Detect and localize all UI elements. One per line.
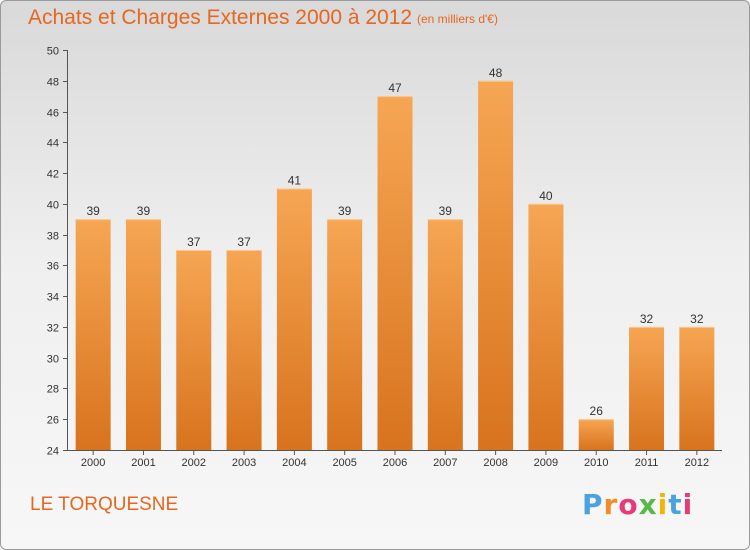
x-tick-label: 2009 (534, 457, 558, 469)
bar (377, 96, 413, 451)
x-tick-label: 2011 (635, 457, 659, 469)
data-label: 39 (338, 204, 352, 218)
chart-subtitle: (en milliers d'€) (417, 12, 498, 26)
x-tick-label: 2004 (282, 457, 306, 469)
bar (75, 219, 111, 450)
bars (75, 80, 715, 451)
data-label: 39 (439, 204, 453, 218)
data-labels: 39 39 37 37 41 39 47 39 48 40 26 32 32 (86, 66, 703, 418)
bar (327, 219, 363, 450)
y-tick-label: 32 (47, 323, 59, 335)
y-tick-label: 26 (47, 415, 59, 427)
data-label: 39 (86, 204, 100, 218)
bar (427, 219, 463, 450)
logo-letter: r (603, 488, 619, 521)
logo-letter: P (582, 488, 604, 521)
bar (629, 326, 665, 450)
data-label: 41 (288, 173, 302, 187)
bar (528, 203, 564, 450)
logo-letter: i (657, 488, 669, 521)
x-tick-label: 2007 (433, 457, 457, 469)
x-tick-label: 2001 (131, 457, 155, 469)
bar (276, 188, 312, 450)
logo-letter: o (618, 488, 639, 521)
data-label: 26 (590, 404, 604, 418)
logo-letter: t (668, 488, 683, 521)
y-tick-label: 34 (47, 292, 59, 304)
bar (478, 80, 514, 451)
data-label: 47 (388, 81, 402, 95)
bar (226, 250, 262, 450)
data-label: 32 (690, 312, 704, 326)
data-label: 32 (640, 312, 654, 326)
x-tick-label: 2005 (332, 457, 356, 469)
y-tick-label: 46 (47, 108, 59, 120)
y-tick-label: 28 (47, 384, 59, 396)
x-tick-label: 2008 (483, 457, 507, 469)
bar (125, 219, 161, 450)
y-tick-label: 44 (47, 138, 59, 150)
data-label: 37 (187, 235, 201, 249)
logo-letter: x (638, 488, 658, 521)
chart-title: Achats et Charges Externes 2000 à 2012 (28, 6, 413, 29)
x-tick-label: 2010 (584, 457, 608, 469)
data-label: 39 (137, 204, 151, 218)
y-axis: 24 26 28 30 32 34 36 38 40 42 44 46 48 50 (47, 46, 68, 458)
place-name: LE TORQUESNE (30, 494, 179, 515)
data-label: 40 (539, 189, 553, 203)
bar (578, 419, 614, 450)
y-tick-label: 48 (47, 77, 59, 89)
y-tick-label: 36 (47, 261, 59, 273)
bar (176, 250, 212, 450)
y-tick-label: 50 (47, 46, 59, 58)
x-tick-label: 2003 (232, 457, 256, 469)
y-tick-label: 40 (47, 200, 59, 212)
y-tick-label: 38 (47, 231, 59, 243)
x-tick-label: 2000 (81, 457, 105, 469)
x-tick-label: 2002 (182, 457, 206, 469)
y-tick-label: 42 (47, 169, 59, 181)
bar (679, 326, 715, 450)
x-axis: 2000 2001 2002 2003 2004 2005 2006 2007 2008 2009… (67, 450, 722, 469)
proxiti-logo[interactable]: Proxiti (582, 488, 693, 521)
data-label: 37 (237, 235, 251, 249)
y-tick-label: 30 (47, 354, 59, 366)
data-label: 48 (489, 66, 503, 80)
x-tick-label: 2012 (685, 457, 709, 469)
x-tick-label: 2006 (383, 457, 407, 469)
y-tick-label: 24 (47, 446, 59, 458)
logo-letter: i (682, 488, 694, 521)
